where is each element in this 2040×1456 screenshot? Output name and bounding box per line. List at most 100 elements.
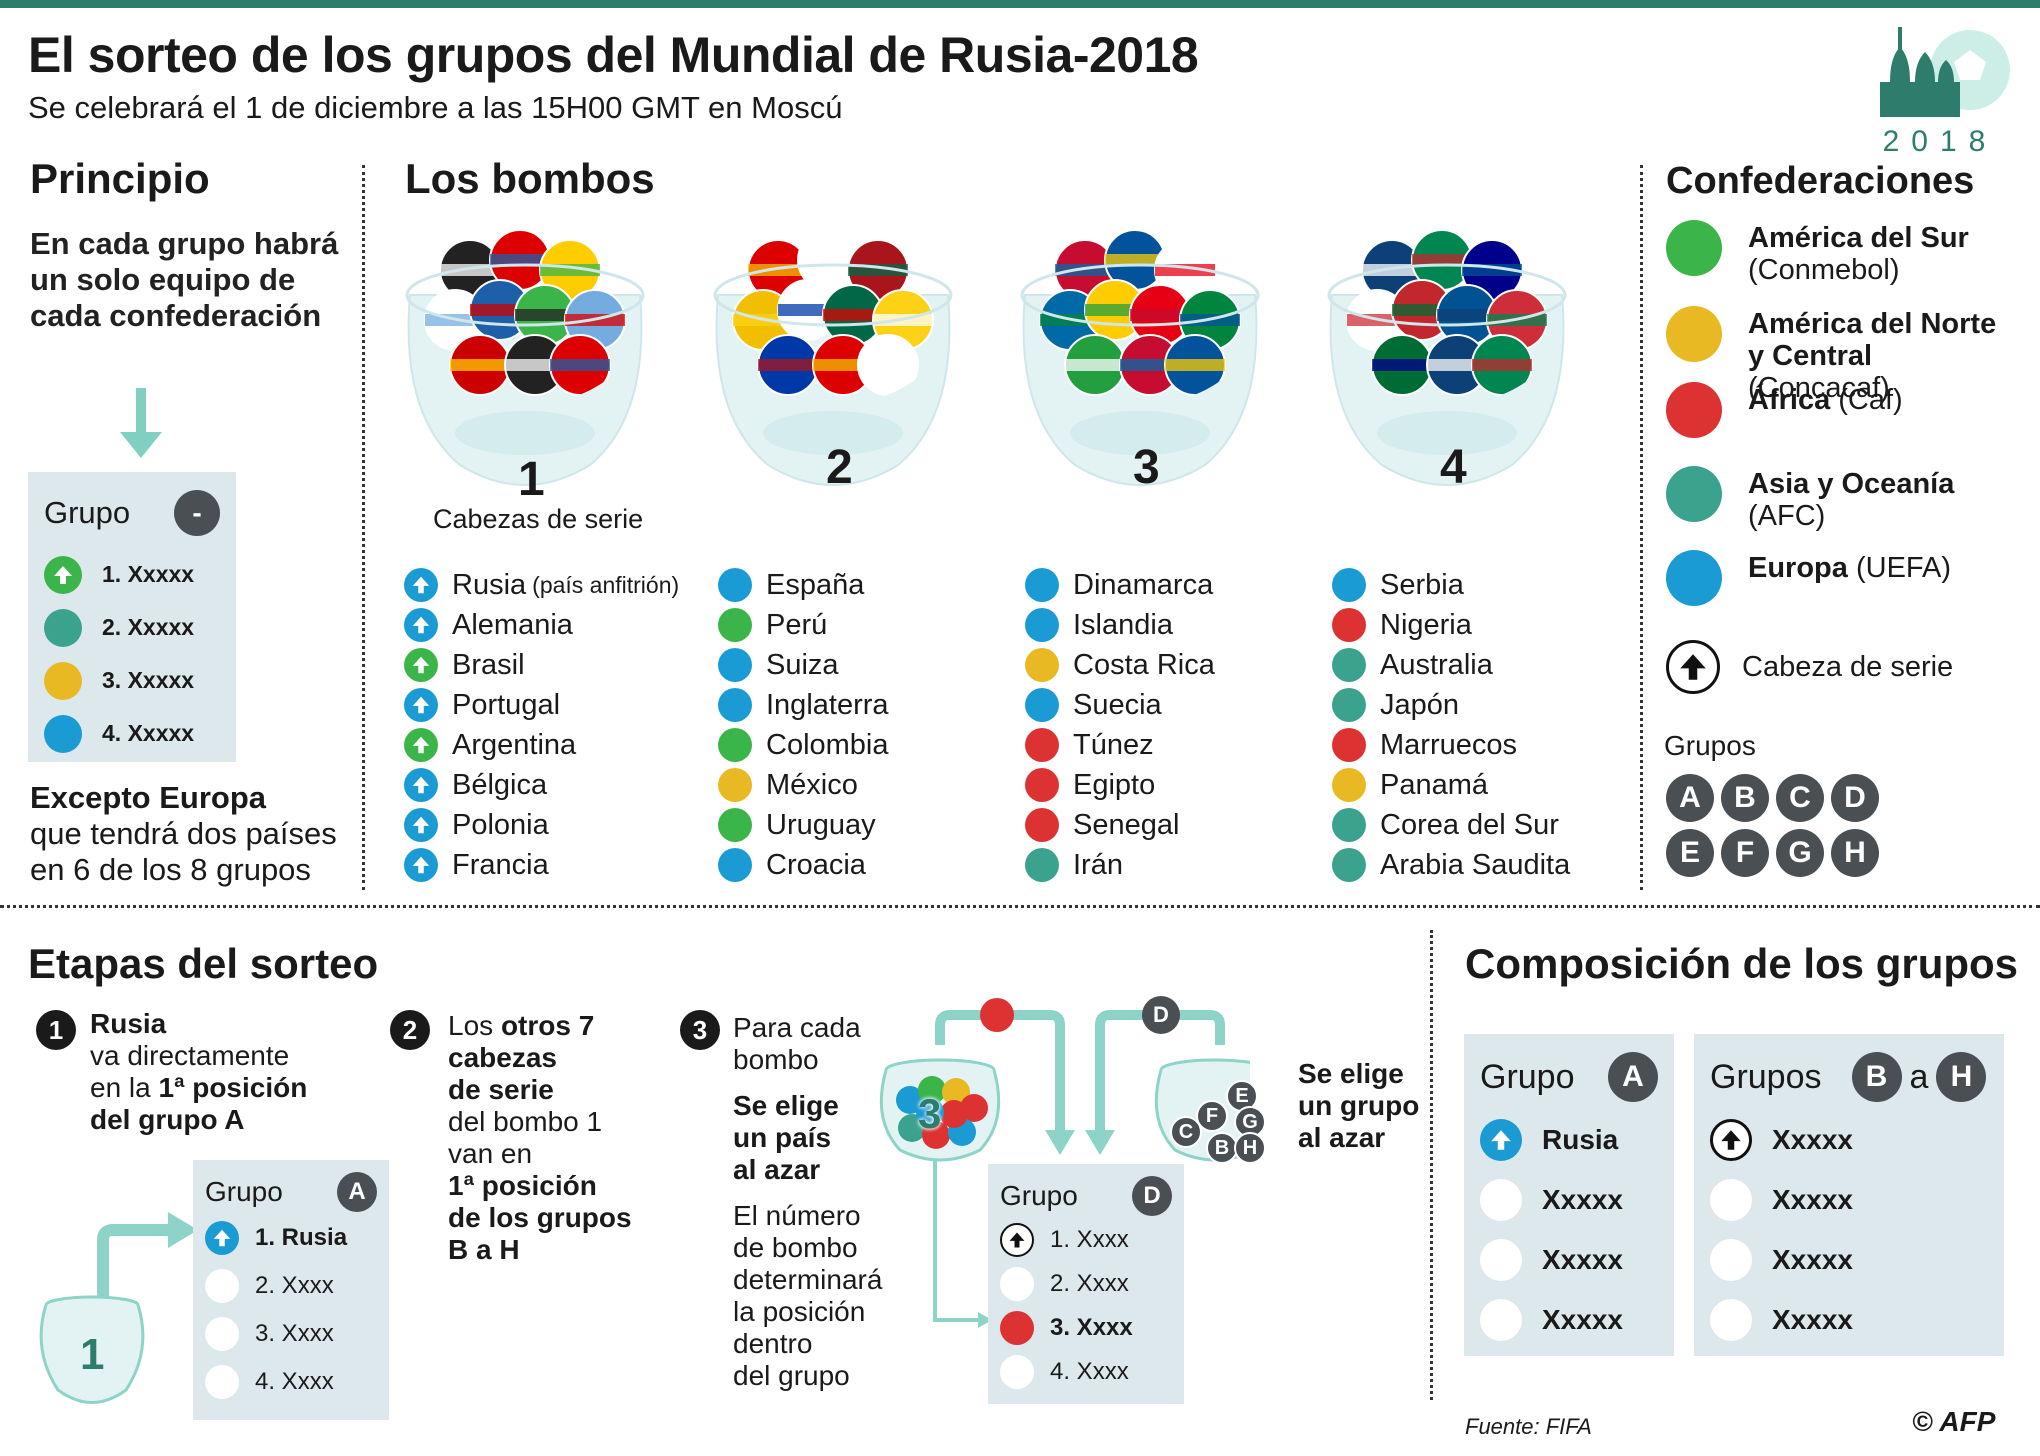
seed-legend: Cabeza de serie: [1666, 640, 1953, 694]
group-row: 2. Xxxx: [1050, 1270, 1129, 1297]
seed-arrow-icon: [404, 608, 438, 642]
team-name: Costa Rica: [1073, 648, 1215, 681]
team-row: Bélgica: [404, 765, 679, 805]
pot-bowl-2: [708, 215, 958, 515]
conf-name: América del Sur: [1748, 222, 1969, 254]
conf-abbrev: (UEFA): [1855, 552, 1952, 584]
group-row: 3. Xxxx: [1050, 1314, 1133, 1341]
down-arrow-icon: [118, 388, 164, 465]
team-row: Portugal: [404, 685, 679, 725]
group-row: 3. Xxxxx: [102, 667, 195, 693]
team-row: Uruguay: [718, 805, 889, 845]
step3-group-box: Grupo D 1. Xxxx 2. Xxxx 3. Xxxx 4. Xxxx: [988, 1164, 1184, 1404]
group-letter: B: [1721, 774, 1769, 822]
step3-text: Para cada bombo Se elige un país al azar…: [733, 1012, 883, 1391]
seed-arrow-icon: [205, 1221, 239, 1255]
team-row: Túnez: [1025, 725, 1215, 765]
group-row: Xxxxx: [1772, 1124, 1853, 1155]
pot-caption: Cabezas de serie: [433, 504, 644, 534]
composicion-heading: Composición de los grupos: [1465, 940, 2019, 987]
empty-slot: [1000, 1355, 1034, 1389]
step2-text: Los otros 7 cabezas de serie del bombo 1…: [448, 1010, 632, 1265]
team-name: Colombia: [766, 728, 889, 761]
etapas-heading: Etapas del sorteo: [28, 940, 379, 987]
conf-dot: [1332, 688, 1366, 722]
team-row: Australia: [1332, 645, 1570, 685]
pot1-list: Rusia (país anfitrión) Alemania Brasil Portu…: [404, 565, 679, 885]
group-row: 1. Xxxxx: [102, 561, 195, 587]
conf-dot: [1332, 728, 1366, 762]
group-badge: A: [337, 1172, 377, 1212]
conf-dot: [718, 688, 752, 722]
team-name: Alemania: [452, 608, 573, 641]
team-name: España: [766, 568, 865, 601]
conf-dot: [1332, 648, 1366, 682]
team-row: Marruecos: [1332, 725, 1570, 765]
team-row: Perú: [718, 605, 889, 645]
conf-dot: [1025, 568, 1059, 602]
seed-arrow-icon: [404, 688, 438, 722]
group-label: Grupo: [44, 495, 131, 530]
team-row: Rusia (país anfitrión): [404, 565, 679, 605]
group-label: Grupo: [1000, 1180, 1078, 1211]
team-name: Túnez: [1073, 728, 1154, 761]
pot-number: 3: [1133, 441, 1160, 494]
empty-slot: [1480, 1299, 1522, 1341]
seed-arrow-icon: [44, 555, 82, 594]
separator: [1640, 165, 1643, 890]
conf-dot: [718, 808, 752, 842]
team-row: Inglaterra: [718, 685, 889, 725]
step3-pot-number: 3: [918, 1090, 942, 1137]
group-label: Grupo: [1480, 1057, 1575, 1096]
team-name: Arabia Saudita: [1380, 848, 1571, 881]
group-badge: B: [1851, 1052, 1902, 1102]
team-row: Costa Rica: [1025, 645, 1215, 685]
kremlin-ball-icon: [1880, 27, 2010, 117]
seed-arrow-icon: [404, 648, 438, 682]
seed-arrow-icon: [1710, 1119, 1752, 1161]
empty-slot: [1710, 1239, 1752, 1281]
group-badge: -: [174, 490, 220, 536]
group-label: Grupo: [205, 1176, 283, 1207]
pot-number: 4: [1440, 441, 1467, 494]
conf-dot: [718, 648, 752, 682]
conf-dot: [1025, 768, 1059, 802]
team-name: Japón: [1380, 688, 1460, 721]
world-cup-logo: 2018: [1870, 22, 2010, 158]
team-name: Islandia: [1073, 608, 1173, 641]
team-name: Inglaterra: [766, 688, 889, 721]
logo-year: 2018: [1882, 125, 1998, 158]
group-letter: E: [1666, 829, 1714, 877]
conf-dot: [1025, 808, 1059, 842]
conf-dot: [44, 661, 82, 700]
group-letter: D: [1831, 774, 1879, 822]
seed-arrow-icon: [404, 808, 438, 842]
group-row: Rusia: [1542, 1124, 1619, 1155]
group-badge: A: [1608, 1052, 1658, 1102]
team-row: Francia: [404, 845, 679, 885]
conf-dot: [1025, 728, 1059, 762]
seed-arrow-icon: [1666, 640, 1720, 694]
except-text: que tendrá dos países en 6 de los 8 grup…: [30, 816, 337, 887]
pot-number: 2: [826, 441, 853, 494]
team-name: Portugal: [452, 688, 561, 721]
team-name: Panamá: [1380, 768, 1489, 801]
conf-dot: [1666, 382, 1722, 438]
seed-legend-label: Cabeza de serie: [1742, 650, 1954, 683]
group-ball: C: [1170, 1116, 1202, 1148]
conf-dot: [1332, 568, 1366, 602]
pot3-list: Dinamarca Islandia Costa Rica Suecia Túnez Eg…: [1025, 565, 1215, 885]
group-row: 1. Rusia: [255, 1224, 348, 1251]
team-name: Suecia: [1073, 688, 1162, 721]
pot-bowl-3: [1015, 215, 1265, 515]
group-a-box: Grupo A Rusia Xxxxx Xxxxx Xxxxx: [1464, 1034, 1674, 1356]
team-name: Egipto: [1073, 768, 1156, 801]
pot2-list: España Perú Suiza Inglaterra Colombia México U…: [718, 565, 889, 885]
group-letter: G: [1776, 829, 1824, 877]
pot-bowl-1: [400, 215, 650, 515]
team-row: Islandia: [1025, 605, 1215, 645]
conf-abbrev: (AFC): [1748, 500, 1826, 532]
team-name: Nigeria: [1380, 608, 1472, 641]
seed-arrow-icon: [404, 728, 438, 762]
